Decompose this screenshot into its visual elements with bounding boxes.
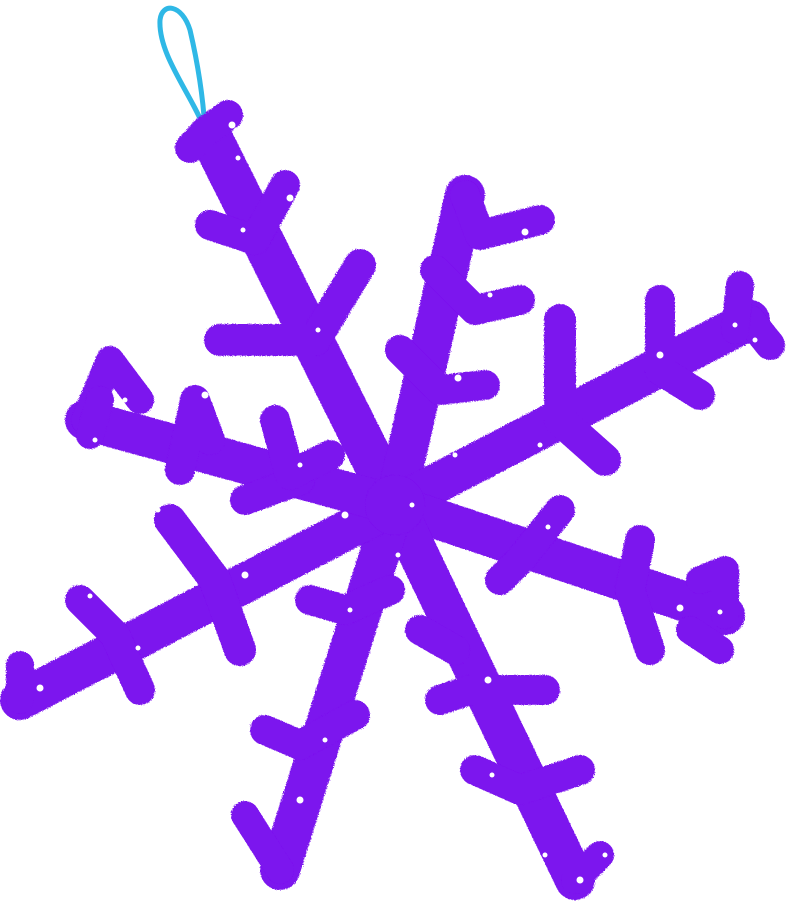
- sparkle-dot: [155, 507, 161, 513]
- sparkle-dot: [542, 852, 548, 858]
- sparkle-dot: [528, 511, 536, 519]
- sparkle-dot: [286, 194, 294, 202]
- sparkle-dot: [484, 676, 492, 684]
- sparkle-dot: [135, 645, 141, 651]
- sparkle-dot: [475, 267, 481, 273]
- sparkle-dot: [732, 322, 738, 328]
- sparkle-dot: [521, 228, 529, 236]
- sparkle-dot: [240, 227, 246, 233]
- sparkle-dot: [36, 684, 44, 692]
- sparkle-dot: [489, 772, 495, 778]
- sparkle-dot: [545, 524, 551, 530]
- sparkle-dot: [602, 852, 608, 858]
- sparkle-dot: [45, 637, 51, 643]
- sparkle-dot: [576, 876, 584, 884]
- sparkle-dot: [454, 374, 462, 382]
- arm-upper-right-a: [375, 175, 485, 525]
- sparkle-dot: [347, 607, 353, 613]
- sparkle-dot: [92, 437, 98, 443]
- sparkle-dot: [537, 442, 543, 448]
- sparkle-dot: [201, 391, 209, 399]
- sparkle-dot: [487, 292, 493, 298]
- sparkle-dot: [315, 327, 321, 333]
- arm-right-down: [375, 485, 745, 635]
- sparkle-dot: [228, 121, 236, 129]
- sparkle-dot: [656, 351, 664, 359]
- sparkle-dots: [36, 121, 758, 884]
- sparkle-dot: [752, 337, 758, 343]
- sparkle-dot: [297, 462, 303, 468]
- sparkle-dot: [676, 604, 684, 612]
- sparkle-dot: [352, 330, 358, 336]
- sparkle-dot: [296, 796, 304, 804]
- sparkle-dot: [341, 511, 349, 519]
- sparkle-dot: [322, 737, 328, 743]
- arm-up: [189, 114, 416, 526]
- hanging-loop-icon: [157, 5, 208, 133]
- sparkle-dot: [609, 609, 615, 615]
- sparkle-dot: [409, 502, 415, 508]
- sparkle-dot: [395, 552, 401, 558]
- sparkle-dot: [87, 593, 93, 599]
- arm-down-left: [260, 485, 415, 890]
- arm-left-up: [65, 400, 415, 525]
- sparkle-dot: [717, 609, 723, 615]
- sparkle-dot: [122, 397, 128, 403]
- snowflake-icon: [0, 100, 785, 900]
- sparkle-dot: [235, 155, 241, 161]
- sparkle-dot: [241, 571, 249, 579]
- sparkle-dot: [452, 452, 458, 458]
